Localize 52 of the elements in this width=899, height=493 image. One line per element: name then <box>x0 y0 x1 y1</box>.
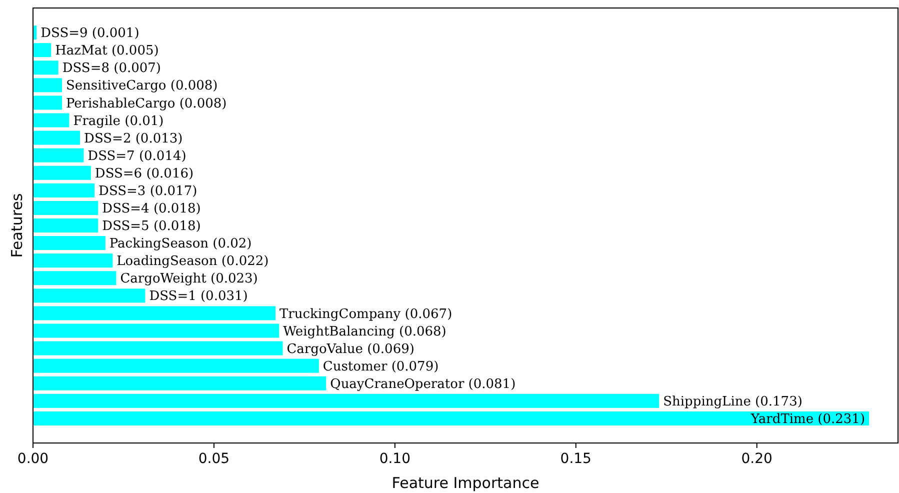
y-tick-label: PerishableCargo (0.008) <box>66 96 227 112</box>
bar <box>33 200 98 215</box>
bar <box>33 148 84 162</box>
bar <box>33 324 280 338</box>
y-tick-label: DSS=6 (0.016) <box>94 166 194 182</box>
y-tick-label: DSS=8 (0.007) <box>62 61 162 76</box>
bar <box>33 288 146 303</box>
y-tick-label: PackingSeason (0.02) <box>109 236 252 252</box>
y-tick-label: Customer (0.079) <box>322 359 439 374</box>
bar <box>33 306 276 320</box>
y-tick-label: CargoValue (0.069) <box>286 342 414 357</box>
bar <box>33 394 660 408</box>
x-axis-title: Feature Importance <box>392 474 540 492</box>
bar <box>33 411 870 426</box>
bar <box>33 376 326 390</box>
bar <box>33 130 80 145</box>
y-tick-label: HazMat (0.005) <box>55 44 159 59</box>
y-tick-label: CargoWeight (0.023) <box>120 272 258 287</box>
bar <box>33 96 62 110</box>
y-tick-label: LoadingSeason (0.022) <box>116 254 269 270</box>
y-tick-label: DSS=5 (0.018) <box>102 219 201 234</box>
y-tick-label: ShippingLine (0.173) <box>663 394 802 410</box>
bar <box>33 236 106 250</box>
y-tick-label: DSS=3 (0.017) <box>98 184 198 199</box>
x-tick-label: 0.05 <box>198 451 230 467</box>
y-tick-label: SensitiveCargo (0.008) <box>66 78 218 94</box>
x-tick-label: 0.10 <box>379 451 411 467</box>
bar <box>33 113 70 128</box>
y-tick-label: DSS=1 (0.031) <box>149 289 248 304</box>
y-axis-title: Features <box>8 193 26 258</box>
y-tick-label: YardTime (0.231) <box>750 412 866 427</box>
y-tick-label: DSS=9 (0.001) <box>40 26 140 42</box>
bar <box>33 43 52 58</box>
bar <box>33 166 91 180</box>
bar <box>33 218 98 233</box>
y-tick-label: WeightBalancing (0.068) <box>283 324 446 340</box>
y-tick-label: QuayCraneOperator (0.081) <box>330 376 516 392</box>
x-tick-label: 0.15 <box>560 451 592 467</box>
x-tick-label: 0.20 <box>741 451 772 467</box>
bar <box>33 78 62 92</box>
x-tick-label: 0.00 <box>17 451 49 467</box>
y-tick-label: DSS=4 (0.018) <box>102 202 201 217</box>
bar <box>33 254 113 268</box>
bar <box>33 60 58 75</box>
bar <box>33 358 319 373</box>
bar <box>33 341 283 356</box>
bar <box>33 183 95 198</box>
y-tick-label: DSS=2 (0.013) <box>84 131 183 146</box>
bar <box>33 271 116 286</box>
y-tick-label: Fragile (0.01) <box>73 114 164 129</box>
y-tick-label: TruckingCompany (0.067) <box>279 306 452 322</box>
y-tick-label: DSS=7 (0.014) <box>88 148 186 164</box>
